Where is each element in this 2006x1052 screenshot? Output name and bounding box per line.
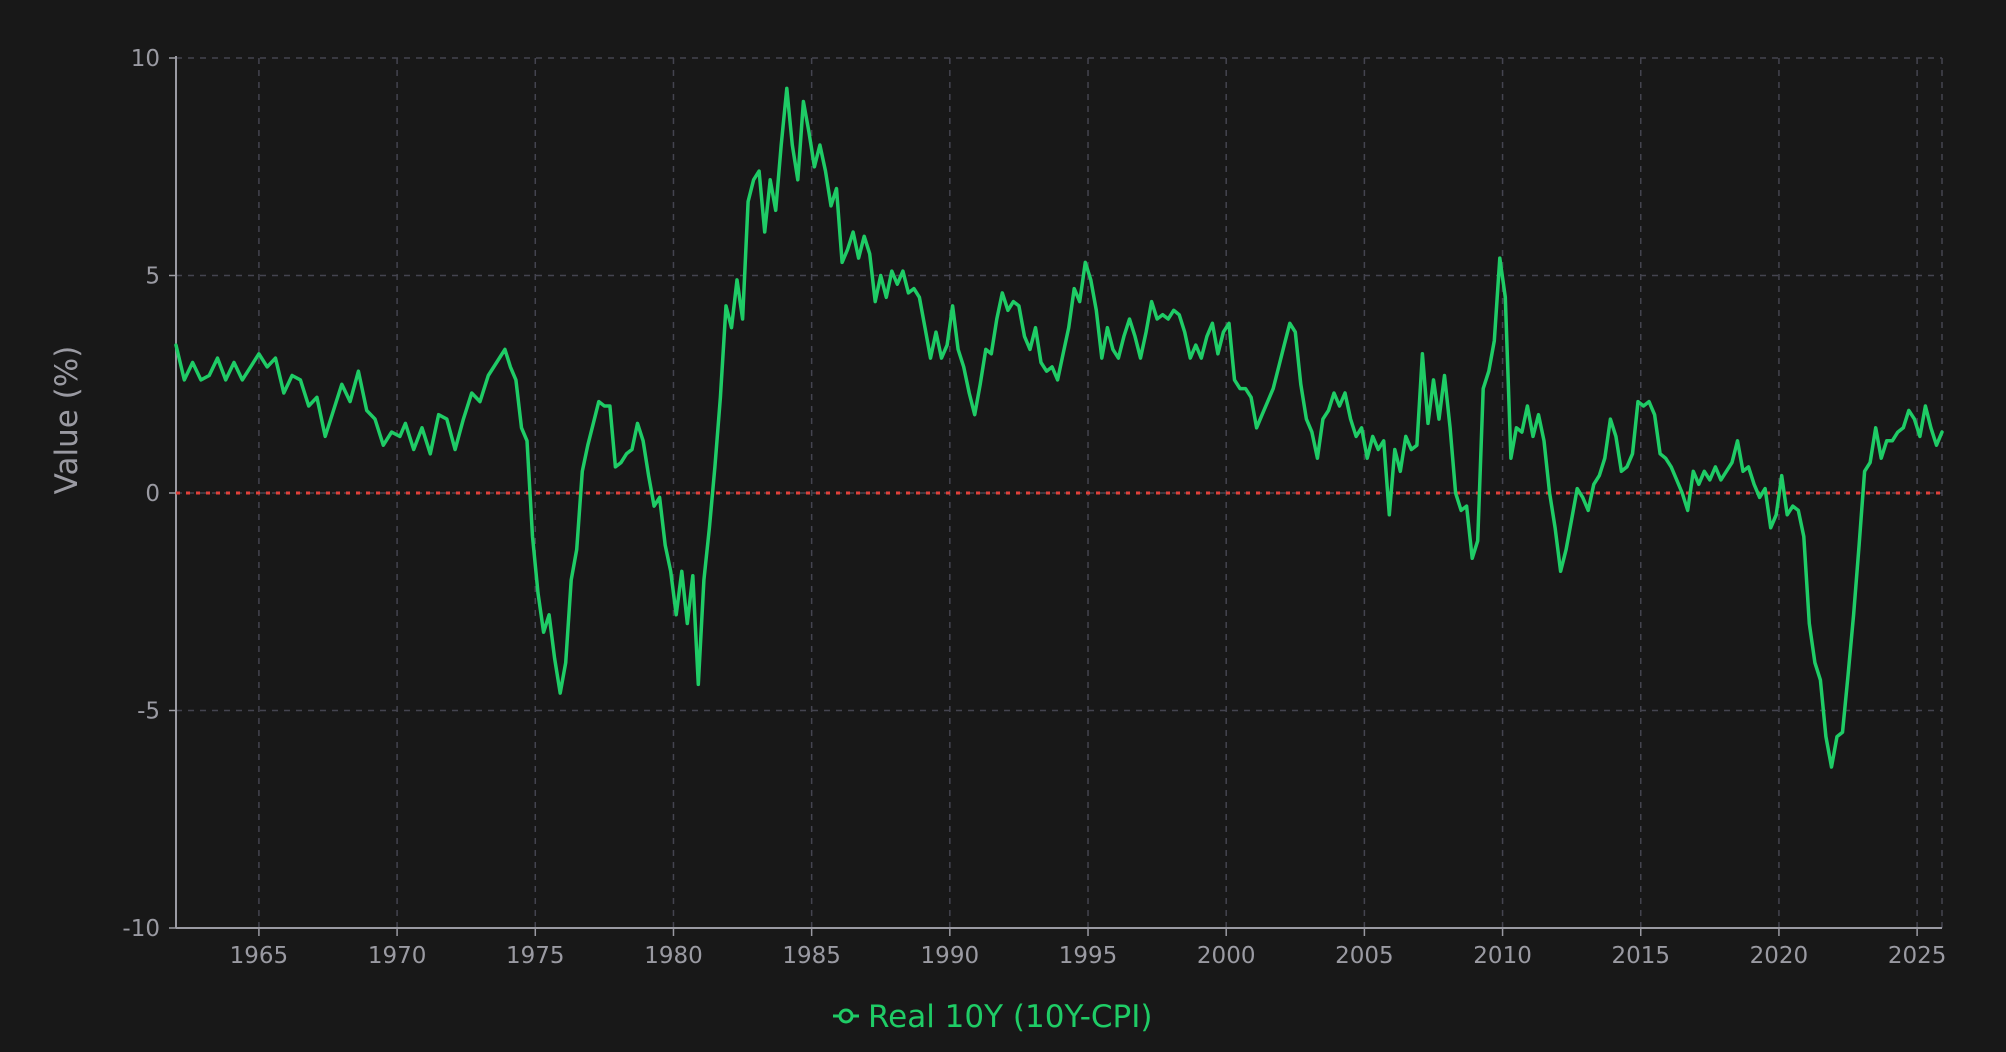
axes [169,56,1942,936]
x-tick-label: 1975 [506,943,565,969]
tick-labels: -10 -5 0 5 10 1965 1970 1975 1980 1985 1990 1995 200… [122,46,1946,969]
y-tick-label: -10 [122,916,160,942]
legend-label: Real 10Y (10Y-CPI) [868,999,1152,1035]
x-tick-label: 1980 [644,943,703,969]
series-lines [174,86,1944,769]
x-tick-label: 2015 [1611,943,1670,969]
legend[interactable]: Real 10Y (10Y-CPI) [833,999,1152,1035]
legend-marker-icon [838,1008,854,1024]
series-line-real-10y [174,86,1944,769]
y-tick-label: 5 [145,264,160,290]
y-tick-label: -5 [137,699,160,725]
y-axis-title: Value (%) [49,346,85,495]
x-tick-label: 1995 [1059,943,1118,969]
y-tick-label: 10 [131,46,160,72]
x-tick-label: 2010 [1473,943,1532,969]
x-tick-label: 2025 [1888,943,1947,969]
x-tick-label: 2005 [1335,943,1394,969]
x-tick-label: 1990 [921,943,980,969]
x-tick-label: 2000 [1197,943,1256,969]
x-tick-label: 2020 [1750,943,1809,969]
y-tick-label: 0 [145,481,160,507]
x-tick-label: 1965 [230,943,289,969]
x-tick-label: 1985 [782,943,841,969]
x-tick-label: 1970 [368,943,427,969]
